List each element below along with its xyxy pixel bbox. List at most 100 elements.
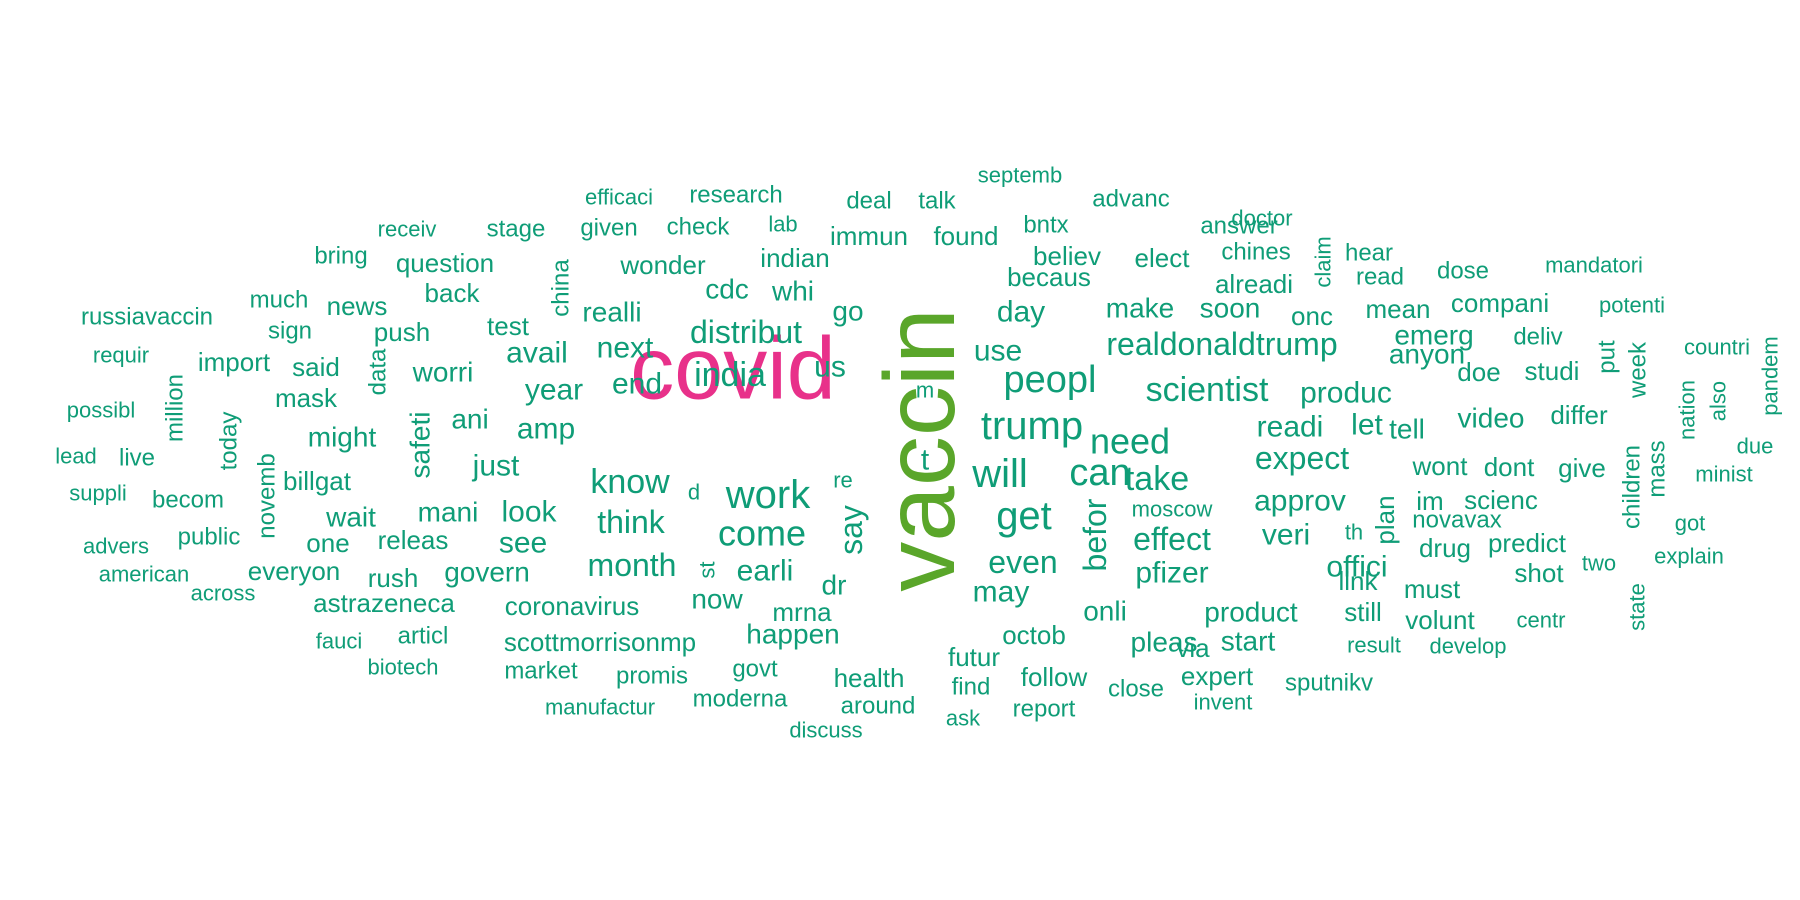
word-mask: mask	[275, 383, 338, 413]
word-moscow: moscow	[1132, 497, 1213, 522]
word-take: take	[1125, 460, 1189, 498]
word-dr: dr	[822, 570, 847, 601]
word-shot: shot	[1514, 558, 1564, 588]
word-much: much	[250, 287, 309, 314]
word-invent: invent	[1194, 690, 1253, 715]
word-video: video	[1458, 403, 1525, 434]
word-week: week	[1625, 341, 1652, 399]
word-avail: avail	[506, 337, 568, 370]
word-deal: deal	[846, 188, 891, 215]
word-given: given	[580, 215, 637, 242]
word-compani: compani	[1451, 288, 1549, 318]
word-stage: stage	[487, 216, 546, 243]
word-tell: tell	[1389, 414, 1425, 445]
word-via: via	[1176, 633, 1210, 663]
word-find: find	[952, 674, 991, 701]
word-requir: requir	[93, 343, 149, 368]
word-day: day	[997, 296, 1045, 329]
word-one: one	[306, 528, 349, 558]
word-health: health	[834, 663, 905, 693]
word-offici: offici	[1326, 551, 1387, 584]
word-fauci: fauci	[316, 629, 362, 654]
word-effect: effect	[1133, 521, 1211, 557]
word-put: put	[1594, 340, 1621, 374]
word-said: said	[292, 352, 340, 382]
word-still: still	[1344, 597, 1382, 627]
word-close: close	[1108, 676, 1164, 703]
word-test: test	[487, 311, 530, 341]
word-alreadi: alreadi	[1215, 269, 1293, 299]
word-volunt: volunt	[1405, 605, 1475, 635]
word-expect: expect	[1255, 440, 1349, 476]
word-wait: wait	[325, 502, 376, 533]
word-may: may	[973, 576, 1030, 609]
word-realdonaldtrump: realdonaldtrump	[1106, 326, 1337, 362]
word-india: india	[694, 356, 766, 394]
word-sputnikv: sputnikv	[1285, 670, 1373, 697]
word-worri: worri	[412, 357, 474, 388]
word-today: today	[216, 412, 243, 471]
word-think: think	[597, 504, 666, 540]
word-veri: veri	[1262, 519, 1310, 552]
word-mandatori: mandatori	[1545, 253, 1643, 278]
word-biotech: biotech	[368, 655, 439, 680]
word-look: look	[501, 496, 557, 529]
word-children: children	[1619, 445, 1646, 529]
word-pandem: pandem	[1758, 336, 1783, 416]
word-sign: sign	[268, 318, 312, 345]
word-safeti: safeti	[405, 412, 436, 479]
word-read: read	[1356, 264, 1404, 291]
word-ani: ani	[451, 404, 488, 435]
word-advers: advers	[83, 534, 149, 559]
word-million: million	[162, 374, 189, 442]
word-ask: ask	[946, 706, 981, 731]
word-doctor: doctor	[1231, 206, 1292, 231]
word-around: around	[841, 693, 916, 720]
word-novavax: novavax	[1412, 507, 1501, 534]
word-link: link	[1338, 566, 1378, 596]
word-wont: wont	[1412, 451, 1469, 481]
word-just: just	[472, 450, 520, 483]
word-manufactur: manufactur	[545, 695, 655, 720]
word-know: know	[590, 463, 670, 501]
word-say: say	[833, 505, 869, 555]
word-data: data	[365, 348, 392, 395]
word-amp: amp	[517, 413, 575, 446]
word-dont: dont	[1484, 452, 1535, 482]
word-anyon: anyon	[1389, 339, 1465, 370]
word-indian: indian	[760, 243, 829, 273]
word-potenti: potenti	[1599, 293, 1665, 318]
word-must: must	[1404, 574, 1461, 604]
word-approv: approv	[1254, 485, 1346, 518]
word-import: import	[198, 347, 271, 377]
word-got: got	[1675, 511, 1706, 536]
word-us: us	[814, 351, 846, 384]
word-studi: studi	[1525, 356, 1580, 386]
word-differ: differ	[1550, 400, 1608, 430]
word-expert: expert	[1181, 661, 1254, 691]
word-get: get	[996, 494, 1052, 538]
word-befor: befor	[1077, 498, 1113, 571]
word-talk: talk	[918, 188, 956, 215]
word-nation: nation	[1675, 380, 1700, 440]
word-bntx: bntx	[1023, 212, 1068, 239]
word-explain: explain	[1654, 544, 1724, 569]
word-give: give	[1558, 453, 1606, 483]
word-advanc: advanc	[1092, 186, 1169, 213]
word-minist: minist	[1695, 462, 1752, 487]
word-use: use	[974, 335, 1022, 368]
word-come: come	[718, 513, 806, 554]
word-state: state	[1625, 583, 1650, 631]
word-emerg: emerg	[1394, 320, 1473, 351]
word-astrazeneca: astrazeneca	[313, 588, 455, 618]
word-suppli: suppli	[69, 481, 126, 506]
word-septemb: septemb	[978, 163, 1062, 188]
word-deliv: deliv	[1513, 324, 1562, 351]
word-lead: lead	[55, 444, 97, 469]
word-cdc: cdc	[705, 274, 749, 305]
word-onli: onli	[1083, 596, 1127, 627]
word-report: report	[1013, 696, 1076, 723]
word-russiavaccin: russiavaccin	[81, 304, 213, 331]
word-mean: mean	[1365, 294, 1430, 324]
word-scientist: scientist	[1146, 371, 1269, 409]
